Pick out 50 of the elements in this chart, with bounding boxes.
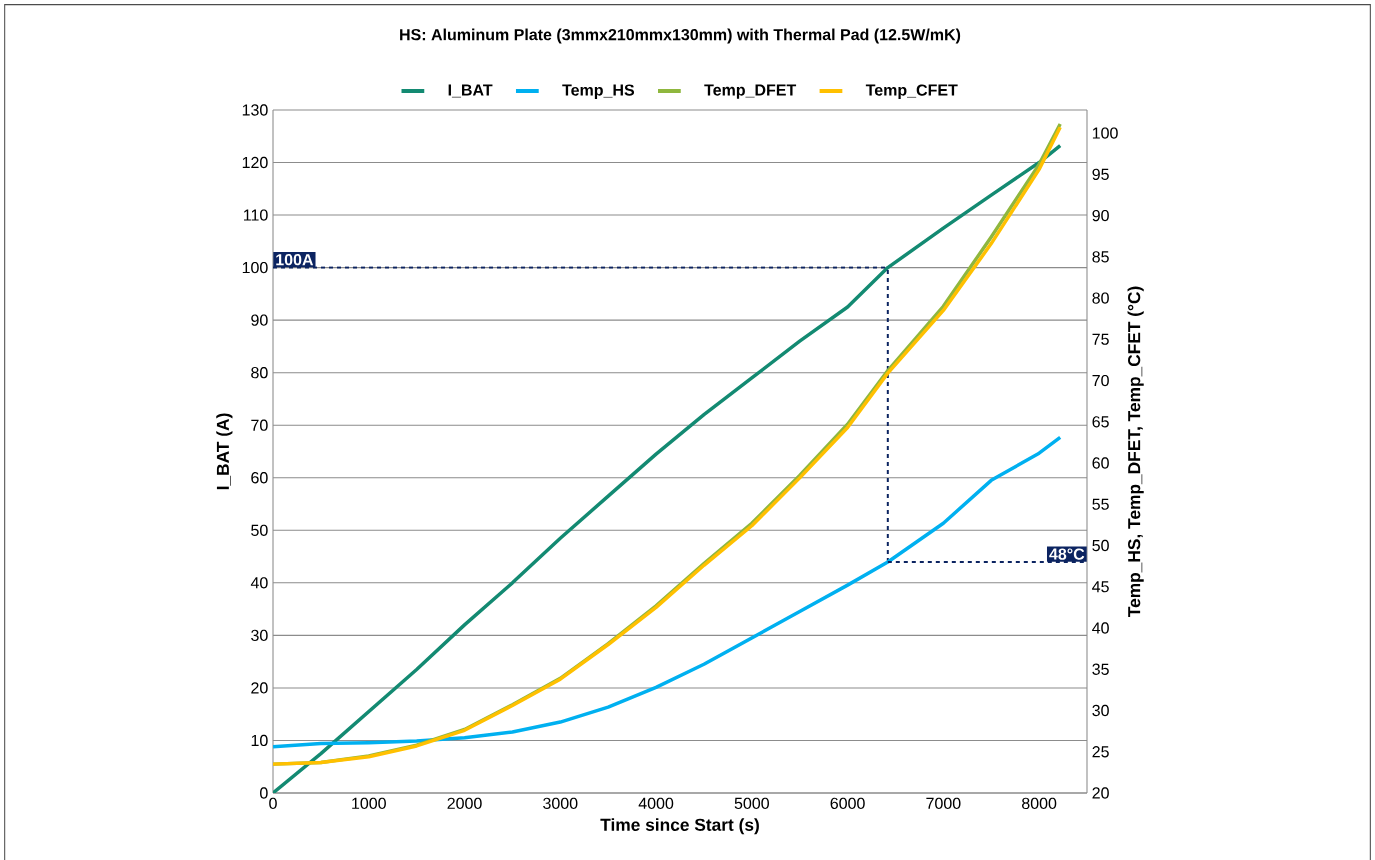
y-tick-label: 50 [251, 524, 268, 536]
y2-tick-label: 20 [1092, 787, 1109, 799]
y-tick-label: 0 [260, 787, 268, 799]
y-tick-label: 110 [244, 209, 268, 221]
y2-axis-title: Temp_HS, Temp_DFET, Temp_CFET (°C) [1127, 286, 1144, 618]
ref-line-label: 48°C [1049, 548, 1085, 560]
legend-label: Temp_CFET [865, 84, 958, 99]
x-tick-label: 6000 [830, 797, 865, 810]
y-tick-label: 80 [251, 367, 268, 379]
y-tick-label: 40 [250, 577, 268, 589]
x-tick-label: 7000 [926, 797, 961, 810]
y-tick-label: 60 [251, 472, 268, 484]
y2-tick-label: 30 [1092, 704, 1109, 717]
y-tick-label: 120 [242, 156, 268, 169]
chart-title: HS: Aluminum Plate (3mmx210mmx130mm) with Thermal Pad (12.5W/mK) [400, 28, 961, 44]
legend-label: Temp_HS [562, 84, 635, 99]
y-tick-label: 90 [251, 314, 268, 326]
y2-tick-label: 90 [1092, 209, 1109, 222]
y2-tick-label: 45 [1092, 581, 1109, 593]
y2-tick-label: 85 [1092, 251, 1109, 263]
y-tick-label: 20 [251, 682, 268, 694]
y-tick-label: 130 [242, 104, 268, 116]
x-tick-label: 0 [269, 797, 277, 810]
ref-line-label: 100A [276, 254, 314, 266]
y2-tick-label: 25 [1092, 746, 1109, 758]
x-tick-label: 8000 [1022, 797, 1057, 810]
y-axis-title: I_BAT (A) [216, 413, 233, 490]
y2-tick-label: 95 [1092, 168, 1109, 180]
y-tick-label: 70 [251, 419, 268, 431]
y2-tick-label: 80 [1092, 292, 1109, 304]
y2-tick-label: 55 [1092, 498, 1109, 510]
x-tick-label: 4000 [638, 797, 674, 810]
y2-tick-label: 75 [1092, 333, 1109, 345]
y2-tick-label: 100 [1092, 127, 1118, 139]
y2-tick-label: 70 [1092, 374, 1109, 387]
y2-tick-label: 35 [1092, 663, 1109, 675]
y-tick-label: 30 [251, 629, 268, 642]
x-tick-label: 3000 [543, 797, 578, 810]
x-tick-label: 1000 [352, 797, 386, 810]
y-tick-label: 10 [251, 734, 268, 747]
x-tick-label: 5000 [734, 797, 769, 810]
y-tick-label: 100 [242, 261, 268, 274]
y2-tick-label: 60 [1092, 457, 1109, 469]
legend-label: I_BAT [448, 84, 493, 98]
y2-tick-label: 40 [1092, 622, 1109, 634]
x-tick-label: 2000 [447, 797, 482, 810]
y2-tick-label: 65 [1092, 416, 1109, 428]
legend-label: Temp_DFET [704, 84, 797, 99]
y2-tick-label: 50 [1092, 539, 1109, 552]
x-axis-title: Time since Start (s) [600, 818, 759, 835]
